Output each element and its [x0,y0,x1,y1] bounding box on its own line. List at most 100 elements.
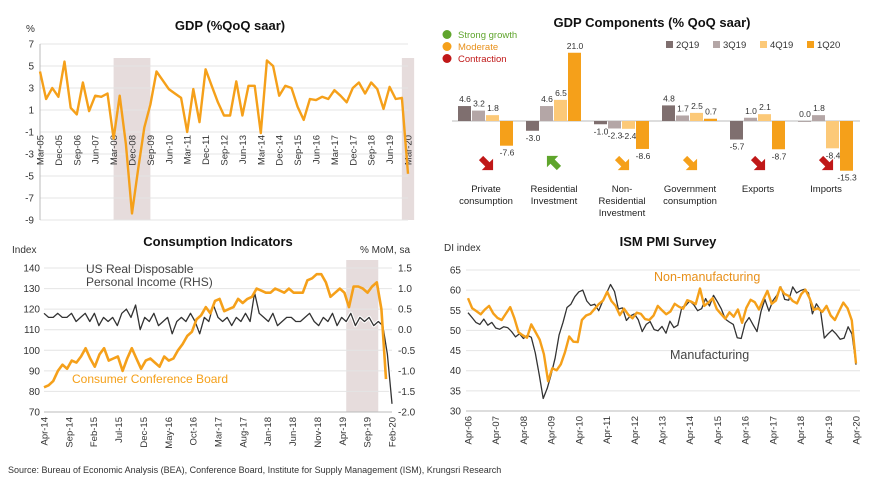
gdp-x-tick-label: Dec-14 [275,135,286,166]
component-bar-label: -3.0 [526,133,541,143]
consumption-left-tick: 140 [23,264,40,275]
component-category-label: consumption [663,196,717,207]
component-bar [486,115,499,121]
gdp-x-tick-label: Dec-17 [348,135,359,166]
consumption-right-tick: 1.5 [398,264,412,275]
component-bar-label: 21.0 [567,41,584,51]
component-bar [526,121,539,131]
ism-x-tick-label: Apr-14 [685,416,696,445]
ism-x-tick-label: Apr-19 [824,416,835,445]
consumption-left-tick: 110 [24,325,40,336]
manufacturing-line [467,283,857,400]
ism-y-tick-label: 35 [450,386,462,397]
gdp-x-tick-label: Sep-06 [72,135,83,166]
component-bar [798,121,811,122]
consumption-right-tick: 0.0 [398,325,412,336]
gdp-y-tick-label: -3 [25,150,34,161]
ism-y-tick-label: 40 [450,366,462,377]
ism-y-tick-label: 30 [450,407,462,418]
component-bar-label: -7.6 [500,148,515,158]
consumption-x-tick-label: Dec-15 [139,417,150,448]
gdp-x-tick-label: Jun-10 [164,135,175,164]
component-bar-label: 6.5 [555,88,567,98]
gdp-line [38,59,410,215]
signal-legend-dot [442,54,452,63]
component-bar-label: 2.1 [759,102,771,112]
component-bar-label: 1.8 [487,103,499,113]
gdp-recession-shade [401,58,415,220]
non-manufacturing-line [466,286,858,383]
ism-x-tick-label: Apr-12 [630,416,641,445]
component-category-label: Investment [531,196,578,207]
ism-x-tick-label: Apr-13 [658,416,669,445]
component-category-label: Residential [599,196,646,207]
component-bar [758,114,771,121]
signal-arrow-icon [546,155,562,171]
component-bar [772,121,785,150]
consumption-chart: Consumption Indicators Index % MoM, sa 7… [12,235,416,449]
gdp-chart: GDP (%QoQ saar) % -9 -7 -5 -3 -1 1 3 5 7 Mar-05 De… [25,18,415,227]
component-bar-label: 3.2 [473,99,485,109]
ism-y-tick-label: 65 [450,266,462,277]
consumption-left-tick: 70 [29,408,41,419]
component-bar [540,106,553,121]
component-bar-label: -2.4 [622,131,637,141]
consumption-title: Consumption Indicators [143,235,293,249]
gdp-components-title: GDP Components (% QoQ saar) [554,15,751,30]
consumption-right-tick: 0.5 [398,305,412,316]
component-bar [608,121,621,129]
disposable-income-line [43,292,393,404]
ism-x-tick-label: Apr-18 [796,416,807,445]
component-bar [690,112,703,121]
component-bar [554,99,567,121]
consumption-x-tick-label: Apr-19 [338,417,349,446]
consumer-confidence-annotation: Consumer Conference Board [72,372,228,386]
gdp-x-tick-label: Dec-08 [128,135,139,166]
component-bar-label: 4.6 [541,94,553,104]
component-bar-label: 0.7 [705,107,717,117]
component-category-label: Imports [810,184,842,195]
component-bar [662,105,675,121]
component-bar [636,121,649,149]
component-bar [812,115,825,121]
consumption-x-tick-label: May-16 [164,417,175,449]
signal-arrow-icon [682,155,698,171]
signal-legend-label: Strong growth [458,30,517,41]
consumption-x-tick-label: Oct-16 [189,417,200,446]
gdp-y-tick-label: -1 [25,128,34,139]
gdp-x-tick-label: Mar-05 [36,135,47,165]
ism-axis-label: DI index [444,243,481,254]
consumption-right-axis-label: % MoM, sa [360,245,410,256]
component-bar-label: -8.4 [826,150,841,160]
source-note: Source: Bureau of Economic Analysis (BEA… [8,465,502,475]
component-bar-label: -8.6 [636,151,651,161]
ism-pmi-chart: ISM PMI Survey DI index 30 35 40 45 50 55 60 65… [444,235,863,445]
component-bar [458,106,471,121]
component-category-label: Investment [599,208,646,219]
component-bar [744,117,757,121]
component-bar-label: -5.7 [730,142,745,152]
component-bar-label: -8.7 [772,151,787,161]
consumption-x-tick-label: Sep-14 [64,417,75,448]
gdp-x-tick-label: Jun-19 [385,135,396,164]
component-bar-label: -2.3 [608,130,623,140]
component-bar [568,52,581,121]
gdp-y-tick-label: 3 [28,84,34,95]
gdp-x-tick-label: Dec-05 [54,135,65,166]
ism-x-tick-label: Apr-16 [741,416,752,445]
gdp-recession-shade [113,58,151,220]
component-category-label: Government [664,184,717,195]
ism-x-tick-label: Apr-20 [852,416,863,445]
series-legend-swatch [807,41,814,48]
component-bar-label: -1.0 [594,126,609,136]
component-bar [840,121,853,171]
component-bar [826,121,839,149]
consumption-left-tick: 120 [23,305,40,316]
gdp-x-tick-label: Mar-17 [330,135,341,165]
consumption-x-tick-label: Sep-19 [363,417,374,448]
gdp-x-tick-label: Sep-12 [220,135,231,166]
signal-legend-label: Contraction [458,54,507,65]
ism-title: ISM PMI Survey [620,235,718,249]
component-bar-label: 2.5 [691,101,703,111]
gdp-x-tick-label: Sep-15 [293,135,304,166]
